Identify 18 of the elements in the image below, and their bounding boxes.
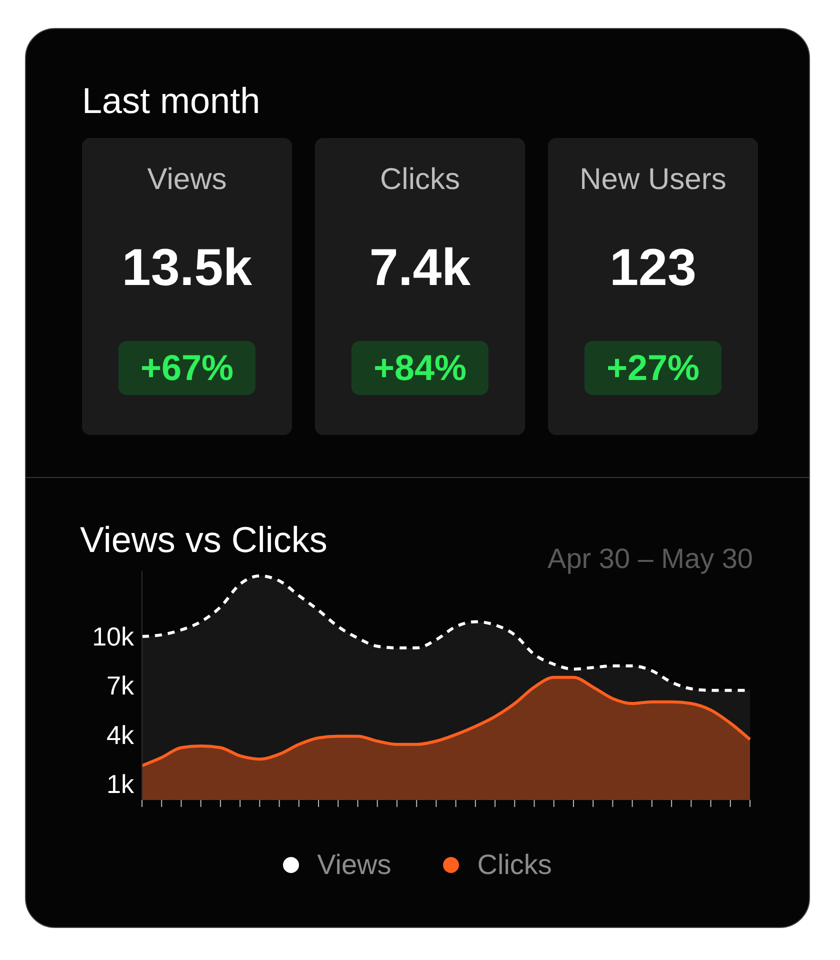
text: Views (146, 163, 228, 197)
text: 7.4k (368, 238, 472, 298)
y-tick-label: 4k (106, 720, 135, 750)
text: Last month (82, 80, 260, 122)
y-tick-label: 10k (92, 622, 135, 652)
legend-label: Views (317, 849, 392, 881)
text: New Users (578, 163, 728, 197)
text: 123 (608, 238, 698, 298)
y-tick-label: 1k (106, 768, 135, 799)
text: +67% (118, 341, 256, 395)
chart-subtitle: Apr 30 – May 30 (548, 543, 753, 575)
legend-label: Clicks (477, 849, 552, 881)
text: 13.5k (120, 238, 254, 298)
text: Clicks (379, 163, 461, 197)
text: +27% (584, 341, 722, 395)
text: +84% (351, 341, 489, 395)
y-tick-label: 7k (106, 670, 135, 701)
chart-title: Views vs Clicks (80, 519, 328, 561)
